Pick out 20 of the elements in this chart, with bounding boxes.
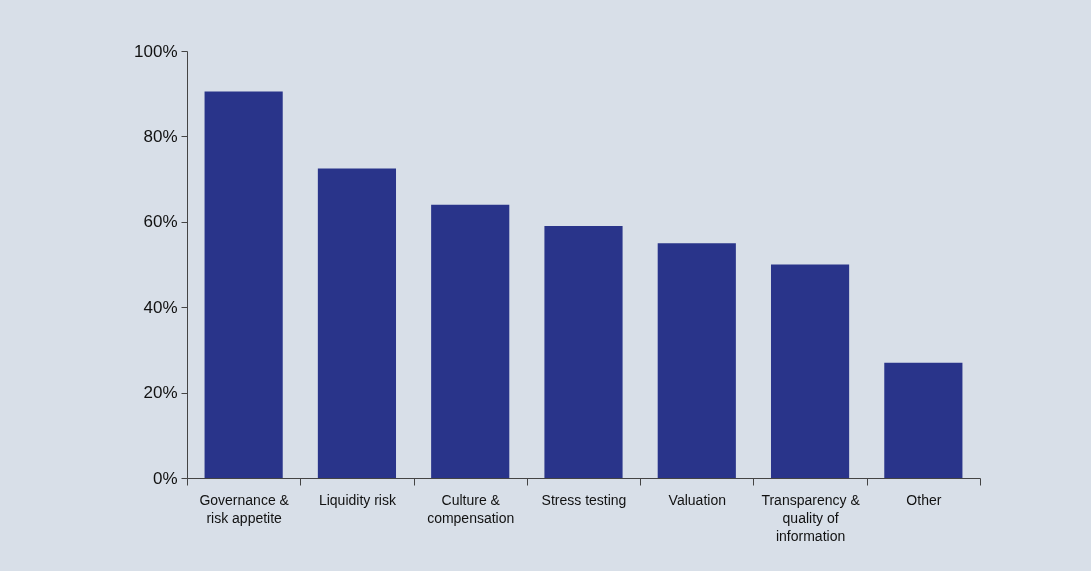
y-tick-label: 60% xyxy=(143,212,178,232)
x-tick-label: Valuation xyxy=(668,491,726,508)
bar xyxy=(317,168,397,478)
bar xyxy=(204,91,283,478)
x-tick-label: Stress testing xyxy=(541,491,627,508)
x-tick-label: Governance & risk appetite xyxy=(199,491,290,526)
y-tick-label: 20% xyxy=(143,383,178,403)
bar xyxy=(431,204,510,478)
x-tick-label: Culture & compensation xyxy=(427,491,515,526)
bar xyxy=(884,362,963,478)
x-tick-label: Liquidity risk xyxy=(318,491,397,508)
y-tick-label: 100% xyxy=(134,41,178,61)
y-tick-label: 0% xyxy=(152,468,178,488)
bar xyxy=(770,264,850,478)
bar xyxy=(657,243,736,478)
x-tick-label: Other xyxy=(906,491,942,508)
bar xyxy=(544,226,623,478)
x-tick-label: Transparency & quality of information xyxy=(761,491,861,544)
y-tick-label: 40% xyxy=(143,297,178,317)
y-tick-label: 80% xyxy=(143,126,178,146)
